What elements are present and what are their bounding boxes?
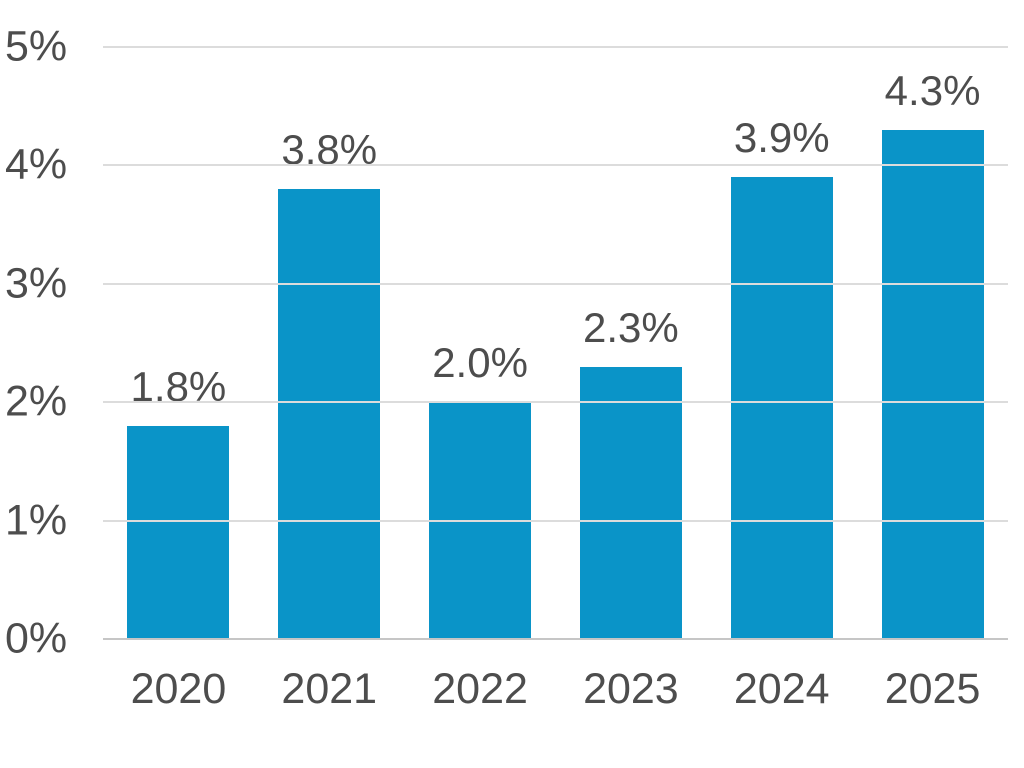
x-axis-labels: 2020 2021 2022 2023 2024 2025 xyxy=(103,668,1008,711)
y-tick-label: 5% xyxy=(5,22,68,71)
x-tick-label-2021: 2021 xyxy=(281,665,378,713)
x-tick-label-2020: 2020 xyxy=(130,665,227,713)
gridline xyxy=(103,401,1008,404)
bar-slot-2020: 1.8% xyxy=(103,47,254,639)
y-tick-label: 1% xyxy=(5,496,68,545)
y-tick-label: 4% xyxy=(5,140,68,189)
x-tick-label-2023: 2023 xyxy=(583,665,679,713)
bar-slot-2025: 4.3% xyxy=(857,47,1008,639)
data-label-2025: 4.3% xyxy=(884,66,981,114)
y-tick-label: 3% xyxy=(5,259,68,308)
gridline xyxy=(103,46,1008,48)
y-tick-label: 0% xyxy=(5,614,68,663)
gridline xyxy=(103,164,1008,167)
bar-slot-2022: 2.0% xyxy=(405,47,556,639)
bar-slot-2023: 2.3% xyxy=(555,47,706,639)
gridline xyxy=(103,519,1008,522)
x-tick-label-2024: 2024 xyxy=(733,665,830,713)
data-label-2021: 3.8% xyxy=(281,126,378,174)
bar-2021 xyxy=(278,189,381,639)
x-tick-label-2025: 2025 xyxy=(884,665,981,713)
bar-slot-2024: 3.9% xyxy=(706,47,857,639)
bars-container: 1.8% 3.8% 2.0% 2.3% 3.9% 4.3% xyxy=(103,47,1008,639)
x-axis-line xyxy=(103,638,1008,640)
y-tick-label: 2% xyxy=(5,377,68,426)
data-label-2023: 2.3% xyxy=(583,303,679,351)
data-label-2020: 1.8% xyxy=(130,362,227,410)
x-tick-label-2022: 2022 xyxy=(432,665,528,713)
bar-2020 xyxy=(127,425,230,639)
bar-2023 xyxy=(579,366,682,639)
bar-2024 xyxy=(730,177,833,639)
plot-area: 1.8% 3.8% 2.0% 2.3% 3.9% 4.3% xyxy=(103,46,1008,640)
data-label-2024: 3.9% xyxy=(733,114,830,162)
bar-2025 xyxy=(881,129,984,639)
gridline xyxy=(103,282,1008,285)
data-label-2022: 2.0% xyxy=(432,339,528,387)
bar-slot-2021: 3.8% xyxy=(254,47,405,639)
